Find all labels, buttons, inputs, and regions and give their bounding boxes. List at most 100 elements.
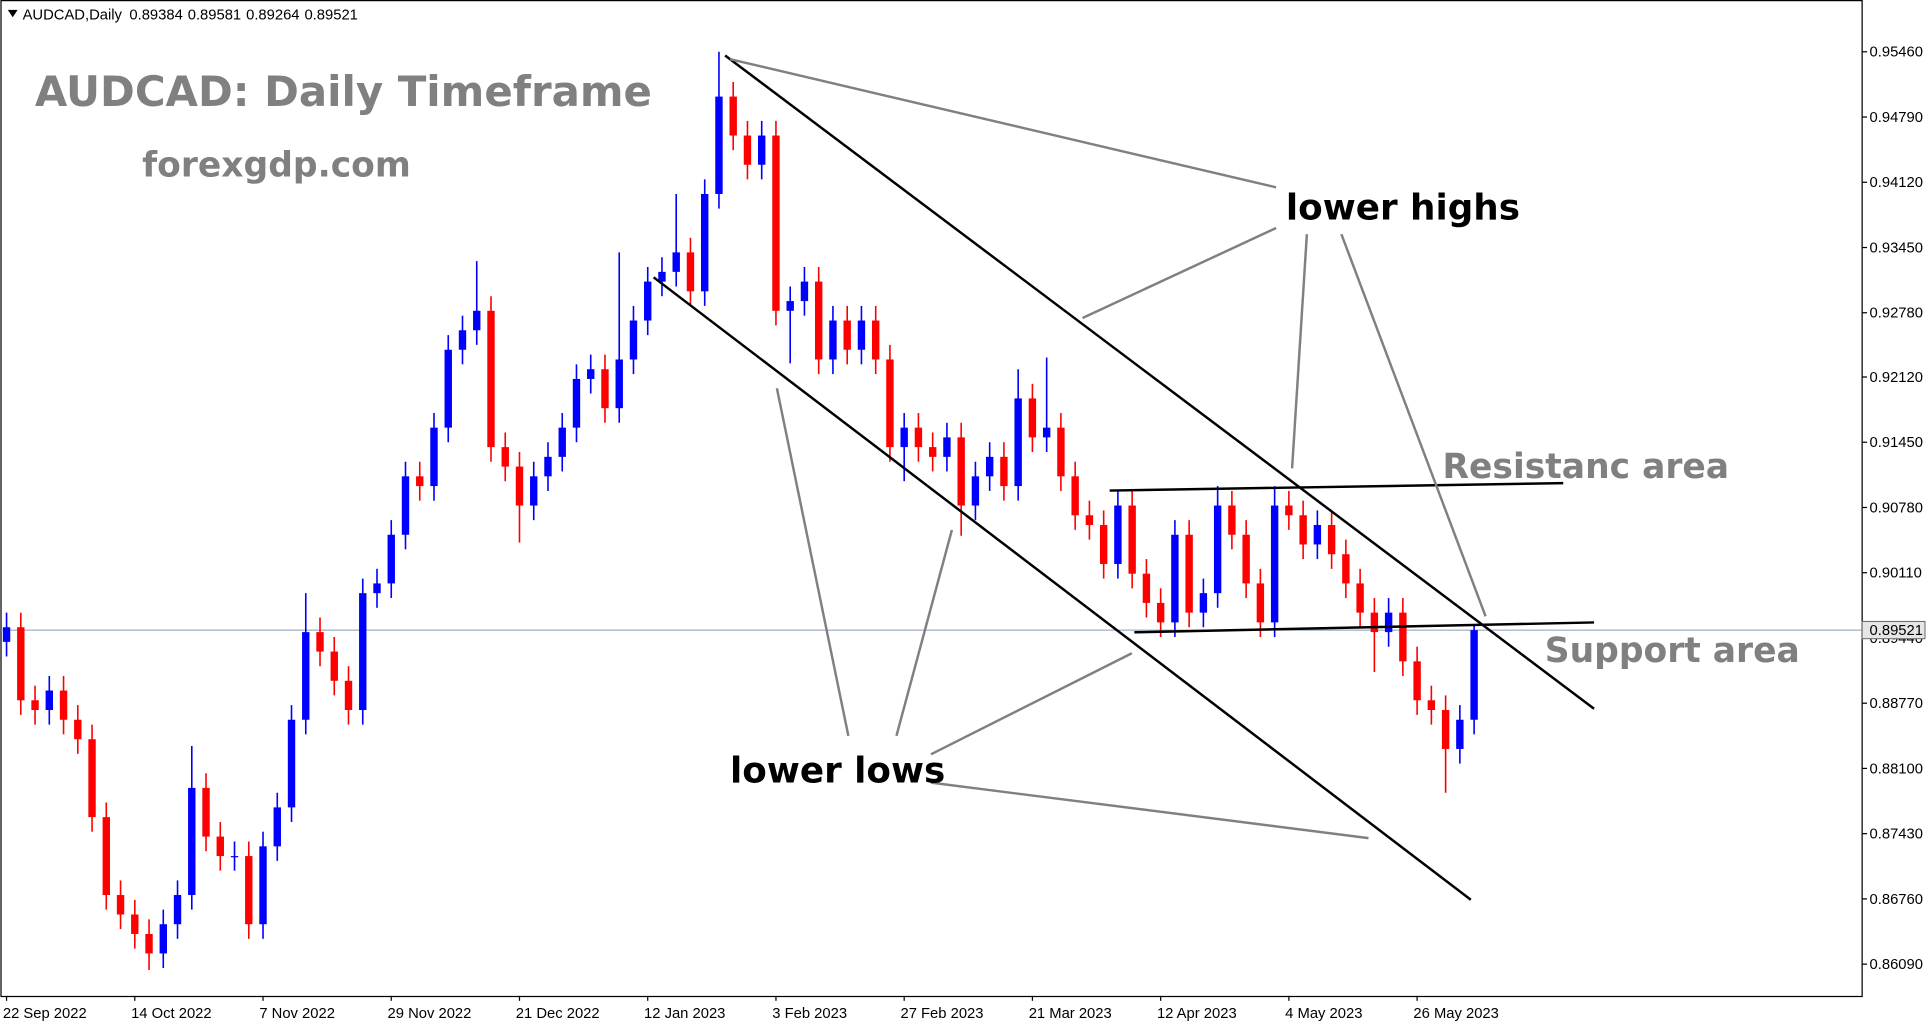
x-tick-label: 14 Oct 2022 xyxy=(131,1006,212,1022)
candle-body xyxy=(1441,710,1450,749)
pointer xyxy=(775,387,850,737)
candle-body xyxy=(914,427,923,448)
trend-lines xyxy=(652,54,1595,901)
candle-body xyxy=(957,437,965,506)
candle-body xyxy=(729,96,737,136)
candle-body xyxy=(1028,398,1037,438)
candle-body xyxy=(1370,612,1379,633)
candle-body xyxy=(672,252,680,272)
chart-title: AUDCAD: Daily Timeframe xyxy=(35,67,652,116)
pointer-lines xyxy=(729,57,1487,840)
annotation: lower lows xyxy=(730,751,945,792)
candle-body xyxy=(1213,505,1222,594)
candle-body xyxy=(31,700,39,711)
candle-body xyxy=(572,378,581,428)
candle-body xyxy=(800,281,809,302)
y-tick-label: 0.87430 xyxy=(1870,827,1923,843)
x-tick-label: 3 Feb 2023 xyxy=(772,1006,847,1022)
candle-body xyxy=(1356,583,1364,613)
candle-body xyxy=(1399,612,1407,662)
candle-body xyxy=(1114,505,1122,564)
x-tick-label: 29 Nov 2022 xyxy=(388,1006,472,1022)
x-tick-label: 7 Nov 2022 xyxy=(259,1006,335,1022)
candle-body xyxy=(17,627,25,701)
candle-body xyxy=(2,627,11,642)
channel-upper xyxy=(724,54,1595,710)
candle-body xyxy=(629,320,638,360)
x-tick-label: 26 May 2023 xyxy=(1413,1006,1498,1022)
candle-body xyxy=(230,856,239,858)
x-tick-label: 12 Apr 2023 xyxy=(1157,1006,1237,1022)
candle-body xyxy=(943,437,951,457)
candle-body xyxy=(587,369,595,379)
y-tick-label: 0.86090 xyxy=(1870,957,1923,973)
candle-body xyxy=(1313,525,1322,545)
y-tick-label: 0.93450 xyxy=(1870,240,1923,256)
candle-body xyxy=(1099,525,1108,564)
candle-body xyxy=(928,447,937,457)
candle-body xyxy=(387,534,395,584)
candle-body xyxy=(786,301,794,311)
candle-body xyxy=(131,914,139,934)
candle-body xyxy=(444,349,452,428)
candle-body xyxy=(245,856,253,925)
candle-body xyxy=(1413,661,1421,701)
candle-body xyxy=(515,466,524,506)
candle-body xyxy=(1071,476,1079,516)
symbol: AUDCAD,Daily xyxy=(23,8,123,24)
candle-body xyxy=(1014,398,1022,487)
y-tick-label: 0.90110 xyxy=(1870,566,1922,582)
candle-body xyxy=(686,252,695,292)
candle-body xyxy=(1299,515,1307,545)
candle-body xyxy=(985,456,994,477)
candle-body xyxy=(359,593,367,711)
candle-body xyxy=(886,359,894,448)
candle-body xyxy=(401,476,410,535)
candle-body xyxy=(1042,427,1051,438)
candle-body xyxy=(1384,612,1393,633)
resistance-line xyxy=(1109,481,1564,492)
candle-body xyxy=(658,271,666,282)
candle-body xyxy=(430,427,438,487)
y-tick-label: 0.86760 xyxy=(1870,892,1923,908)
y-tick-label: 0.91450 xyxy=(1870,435,1923,451)
candle-body xyxy=(344,680,353,711)
header-text: AUDCAD,Daily 0.89384 0.89581 0.89264 0.89521 xyxy=(23,8,358,24)
y-tick-label: 0.92120 xyxy=(1870,370,1923,386)
candle-body xyxy=(971,476,980,506)
candle-body xyxy=(1456,719,1464,749)
ohlc-high: 0.89581 xyxy=(188,8,241,24)
annotation: Resistanc area xyxy=(1442,447,1729,487)
candle-body xyxy=(843,320,851,350)
candle-body xyxy=(871,320,880,360)
x-tick-label: 22 Sep 2022 xyxy=(3,1006,87,1022)
pointer xyxy=(1082,226,1277,320)
candle-body xyxy=(701,193,709,292)
candle-body xyxy=(1185,534,1193,613)
candle-body xyxy=(259,846,267,925)
x-tick-label: 12 Jan 2023 xyxy=(644,1006,725,1022)
x-tick-label: 27 Feb 2023 xyxy=(900,1006,983,1022)
candle-body xyxy=(188,787,196,896)
annotation: lower highs xyxy=(1286,187,1520,228)
candle-body xyxy=(1156,602,1165,623)
candle-body xyxy=(501,447,509,467)
candle-body xyxy=(1199,593,1208,613)
candle-body xyxy=(900,427,908,448)
candle-body xyxy=(287,719,296,808)
candle-body xyxy=(1270,505,1279,623)
x-tick-label: 21 Mar 2023 xyxy=(1029,1006,1112,1022)
candle-body xyxy=(316,632,324,652)
candle-body xyxy=(1470,630,1478,720)
y-tick-label: 0.88770 xyxy=(1870,696,1923,712)
candle-body xyxy=(829,320,837,360)
candle-body xyxy=(59,690,68,720)
candle-body xyxy=(202,787,210,837)
candle-body xyxy=(615,359,623,409)
candle-body xyxy=(45,690,53,711)
candle-body xyxy=(373,583,381,594)
y-tick-label: 0.88100 xyxy=(1870,761,1923,777)
candle-body xyxy=(1128,505,1136,574)
candle-body xyxy=(302,632,310,720)
